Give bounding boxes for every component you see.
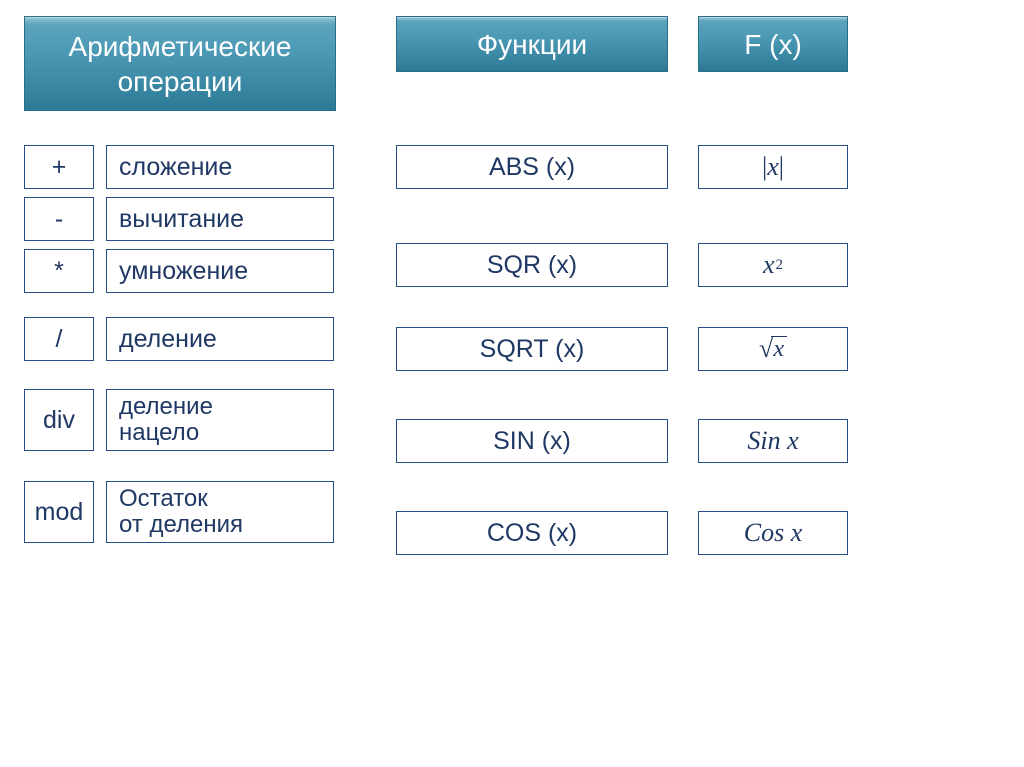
- fx-sin: Sin x: [698, 419, 848, 463]
- fx-sqr-exp: 2: [776, 257, 784, 274]
- header-functions: Функции: [396, 16, 668, 72]
- op-name-intdiv-l1: деление: [119, 394, 213, 420]
- column-fx: |x| x2 √ x Sin x Cos x: [698, 145, 848, 555]
- func-sqr: SQR (x): [396, 243, 668, 287]
- op-name-plus: сложение: [106, 145, 334, 189]
- header-ops-line1: Арифметические: [69, 29, 292, 64]
- fx-sqr: x2: [698, 243, 848, 287]
- fx-abs-x: x: [767, 152, 779, 182]
- fx-sqrt: √ x: [698, 327, 848, 371]
- column-functions: ABS (x) SQR (x) SQRT (x) SIN (x) COS (x): [396, 145, 668, 555]
- fx-cos: Cos x: [698, 511, 848, 555]
- op-symbol-div: /: [24, 317, 94, 361]
- func-abs: ABS (x): [396, 145, 668, 189]
- func-sin: SIN (x): [396, 419, 668, 463]
- op-symbol-plus: +: [24, 145, 94, 189]
- op-name-mult: умножение: [106, 249, 334, 293]
- column-ops: + сложение - вычитание * умножение / дел…: [24, 145, 336, 555]
- op-name-mod: Остаток от деления: [106, 481, 334, 543]
- header-fx: F (x): [698, 16, 848, 72]
- op-row-intdiv: div деление нацело: [24, 389, 336, 451]
- op-name-mod-l1: Остаток: [119, 486, 208, 512]
- op-row-minus: - вычитание: [24, 197, 336, 241]
- fx-sqrt-radicand: x: [771, 336, 787, 362]
- header-ops-line2: операции: [69, 64, 292, 99]
- op-name-intdiv: деление нацело: [106, 389, 334, 451]
- op-symbol-minus: -: [24, 197, 94, 241]
- op-name-minus: вычитание: [106, 197, 334, 241]
- op-symbol-mult: *: [24, 249, 94, 293]
- op-name-div: деление: [106, 317, 334, 361]
- func-cos: COS (x): [396, 511, 668, 555]
- op-row-mod: mod Остаток от деления: [24, 481, 336, 543]
- op-name-mod-l2: от деления: [119, 512, 243, 538]
- op-symbol-intdiv: div: [24, 389, 94, 451]
- op-symbol-mod: mod: [24, 481, 94, 543]
- header-arithmetic-ops: Арифметические операции: [24, 16, 336, 111]
- fx-sqr-base: x: [763, 250, 775, 280]
- func-sqrt: SQRT (x): [396, 327, 668, 371]
- op-row-div: / деление: [24, 317, 336, 361]
- fx-abs: |x|: [698, 145, 848, 189]
- op-name-intdiv-l2: нацело: [119, 420, 199, 446]
- headers-row: Арифметические операции Функции F (x): [24, 16, 1000, 111]
- op-row-mult: * умножение: [24, 249, 336, 293]
- op-row-plus: + сложение: [24, 145, 336, 189]
